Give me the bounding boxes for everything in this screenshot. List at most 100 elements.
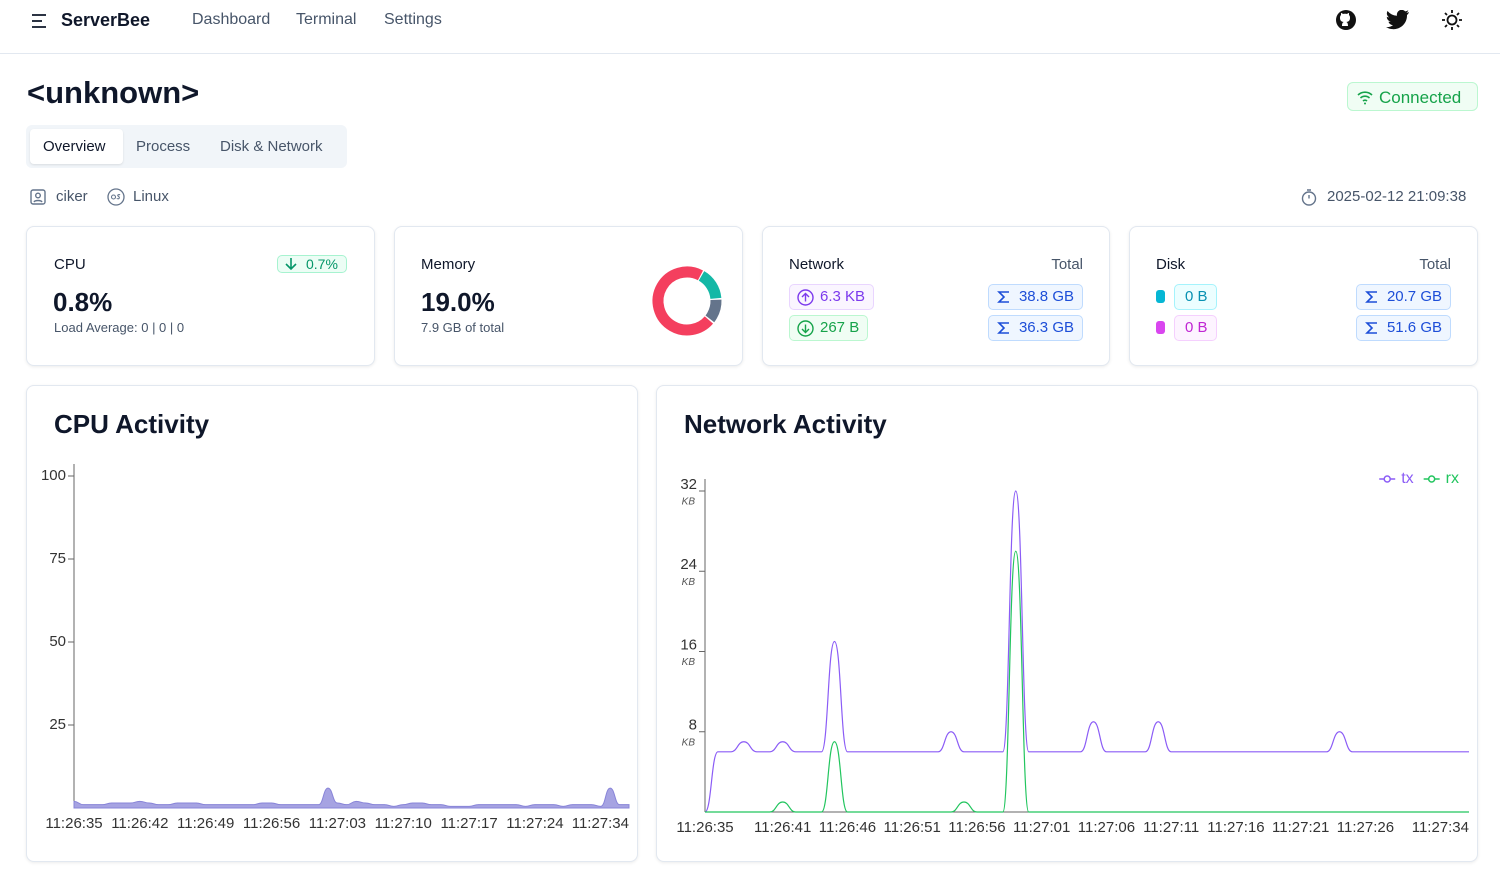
page-title: <unknown> [27,75,200,110]
memory-donut [652,266,722,336]
total-badge: 51.6 GB [1355,315,1451,341]
brand[interactable]: ServerBee [61,10,151,30]
network-activity-panel: Network Activity 8 KB 16 KB 24 KB 32 KB 11:26:35… [656,385,1478,862]
x-tick-label: 11:26:56 [243,815,300,832]
chart-title: Network Activity [684,409,887,439]
download: 267 B [820,319,860,336]
total-badge: 20.7 GB [1355,284,1451,310]
card-label: Memory [421,256,476,273]
down-arrow [285,258,297,271]
theme-toggle[interactable] [1441,9,1463,31]
total-write: 51.6 GB [1386,319,1442,336]
legend-marker-dot [1383,475,1391,483]
total-label: Total [1419,256,1451,273]
x-tick-label: 11:26:56 [948,819,1005,836]
y-tick-unit: KB [682,497,696,508]
upload: 6.3 KB [820,288,866,305]
donut-segment [652,266,722,336]
area [73,787,630,809]
x-tick-label: 11:27:34 [1412,819,1469,836]
x-tick-label: 11:27:34 [572,815,629,832]
change-text: 0.7% [306,256,338,272]
card-label: CPU [54,256,86,273]
sigma-icon [997,291,1009,303]
download-badge: 267 B [789,315,869,341]
write: 0 B [1185,319,1208,336]
total-badge: 38.8 GB [987,284,1083,310]
nav-link[interactable]: Settings [384,11,442,28]
line [704,490,1469,813]
card-sub: 7.9 GB of total [421,320,505,335]
total-label: Total [1051,256,1083,273]
status-text: Connected [1379,88,1462,107]
github-icon[interactable] [1335,9,1357,31]
os-icon [107,188,125,206]
top-nav: ServerBee Dashboard Terminal Settings [0,0,1500,54]
tab[interactable]: Process [136,138,191,155]
chart: CPU Activity 25 50 75 100 11:26:35 11:26:42 11… [41,409,630,832]
user: ciker [56,188,88,205]
legend-label: rx [1446,470,1459,487]
x-tick-label: 11:26:46 [819,819,876,836]
y-tick-unit: KB [682,737,696,748]
x-tick-label: 11:26:35 [676,819,733,836]
y-tick-unit: KB [682,577,696,588]
twitter-icon[interactable] [1386,10,1410,30]
x-tick-label: 11:26:35 [45,815,102,832]
x-tick-label: 11:27:03 [309,815,366,832]
legend-marker-dot [1427,475,1436,483]
x-tick-label: 11:26:41 [754,819,811,836]
read-dot [1156,290,1165,303]
write-badge: 0 B [1174,315,1217,341]
total-badge: 36.3 GB [987,315,1083,341]
donut-segment [652,266,722,336]
x-tick-label: 11:26:51 [884,819,941,836]
user-icon [30,189,46,205]
down-icon [797,320,814,337]
x-tick-label: 11:27:21 [1272,819,1329,836]
read: 0 B [1185,288,1208,305]
memory-card: Memory 19.0% 7.9 GB of total [394,226,743,366]
network-card: Network Total 6.3 KB 267 B 38.8 GB 36.3 … [762,226,1110,366]
menu-icon[interactable] [30,12,48,30]
write-dot [1156,321,1165,334]
status-badge: Connected [1347,82,1478,111]
x-tick-label: 11:27:11 [1143,819,1199,836]
x-tick-label: 11:27:16 [1207,819,1264,836]
total-upload: 38.8 GB [1018,288,1074,305]
cpu-card: CPU 0.7% 0.8% Load Average: 0 | 0 | 0 [26,226,375,366]
x-tick-label: 11:27:06 [1078,819,1135,836]
x-tick-label: 11:26:49 [177,815,234,832]
total-download: 36.3 GB [1018,319,1074,336]
sigma-icon [1365,322,1377,334]
y-tick-label: 32 [680,476,697,493]
x-tick-label: 11:27:17 [440,815,497,832]
active-tab-bg [30,129,123,164]
card-value: 0.8% [53,287,113,317]
os: Linux [133,188,169,205]
card-value: 19.0% [421,287,495,317]
y-tick-label: 100 [41,467,66,484]
y-tick-label: 8 [689,717,697,734]
timestamp: 2025-02-12 21:09:38 [1327,188,1467,205]
card-sub: Load Average: 0 | 0 | 0 [54,320,185,335]
x-tick-label: 11:27:10 [375,815,432,832]
cpu-activity-panel: CPU Activity 25 50 75 100 11:26:35 11:26:42 11… [26,385,638,862]
chart: Network Activity 8 KB 16 KB 24 KB 32 KB 11:26:35… [676,409,1469,836]
sigma-icon [997,322,1009,334]
disk-card: Disk Total 0 B 0 B 20.7 GB 51.6 GB [1129,226,1478,366]
nav-link[interactable]: Terminal [296,11,357,28]
nav-link[interactable]: Dashboard [192,11,271,28]
x-tick-label: 11:27:24 [506,815,563,832]
y-tick-label: 50 [49,633,66,650]
legend-label: tx [1401,470,1413,487]
read-badge: 0 B [1174,284,1217,310]
clock-icon [1301,189,1317,206]
y-tick-label: 24 [680,556,697,573]
total-read: 20.7 GB [1386,288,1442,305]
change-badge: 0.7% [277,255,347,273]
line [705,550,1469,813]
tab[interactable]: Overview [43,138,106,155]
tab[interactable]: Disk & Network [220,138,323,155]
